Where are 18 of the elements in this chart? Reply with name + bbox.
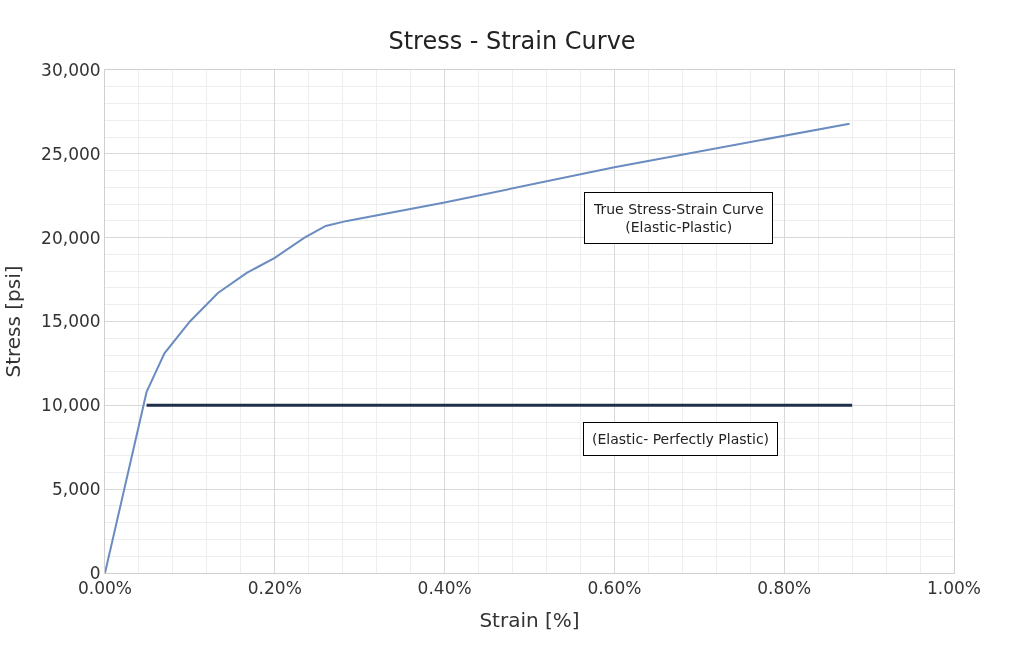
line-series [105,122,851,573]
chart-title: Stress - Strain Curve [388,27,636,56]
x-tick-label: 1.00% [926,578,982,599]
annotation: (Elastic- Perfectly Plastic) [592,431,770,447]
y-tick-label: 10,000 [41,395,101,416]
y-tick-label: 5,000 [51,479,101,500]
y-tick-label: 20,000 [41,227,101,248]
x-tick-label: 0.60% [587,578,642,599]
x-tick-label: 0.00% [77,578,133,599]
annotation: True Stress-Strain Curve (Elastic-Plastic) [593,201,764,236]
x-tick-label: 0.40% [417,578,472,599]
x-tick-label: 0.80% [757,578,812,599]
x-tick-label: 0.20% [247,578,302,599]
x-axis-title: Strain [%] [479,607,580,632]
y-tick-label: 30,000 [41,59,101,80]
y-tick-label: 25,000 [41,143,101,164]
y-axis-title: Stress [psi] [0,265,25,378]
y-tick-label: 15,000 [41,311,101,332]
